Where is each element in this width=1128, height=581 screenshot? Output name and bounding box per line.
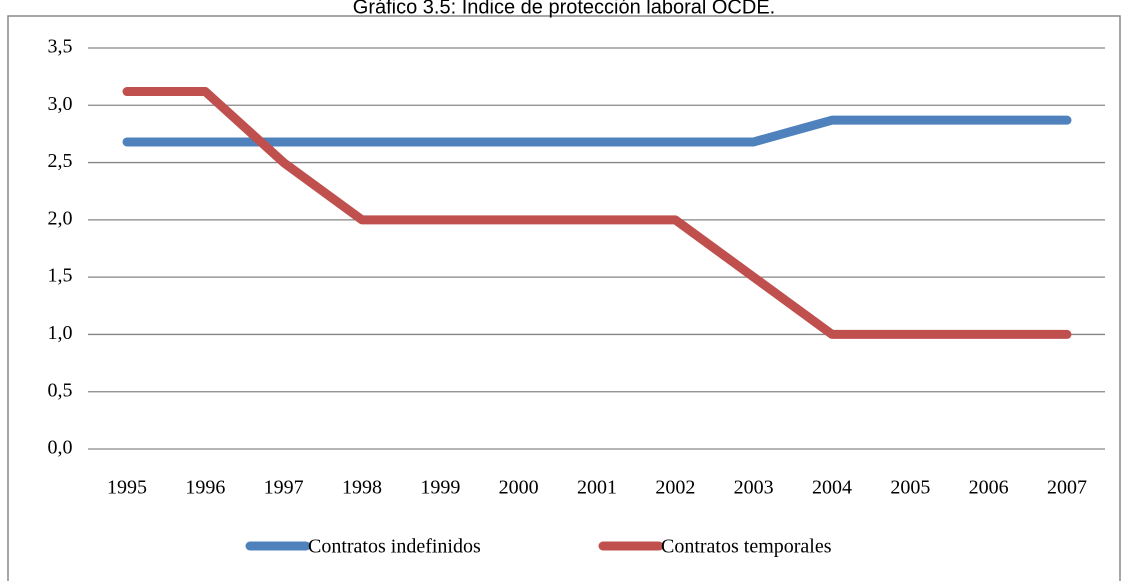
x-tick-label: 2006: [969, 477, 1009, 499]
x-tick-label: 1996: [185, 477, 225, 499]
series-line: [122, 87, 1072, 339]
x-tick-label: 1995: [107, 477, 147, 499]
series-line: [122, 115, 1072, 147]
chart-title: Gráfico 3.5: Índice de protección labora…: [353, 0, 775, 18]
y-tick-label: 1,0: [48, 322, 73, 344]
x-tick-label: 2002: [655, 477, 695, 499]
y-tick-label: 1,5: [48, 265, 73, 287]
legend-label: Contratos temporales: [661, 536, 832, 558]
x-tick-label: 1999: [420, 477, 460, 499]
legend-label: Contratos indefinidos: [308, 536, 481, 558]
y-tick-label: 3,0: [48, 93, 73, 115]
x-tick-label: 2001: [577, 477, 617, 499]
y-tick-label: 3,5: [48, 36, 73, 58]
y-tick-label: 0,5: [48, 379, 73, 401]
x-tick-label: 2007: [1047, 477, 1087, 499]
x-tick-label: 2005: [890, 477, 930, 499]
x-tick-label: 1998: [342, 477, 382, 499]
x-tick-label: 2004: [812, 477, 852, 499]
x-tick-label: 1997: [264, 477, 304, 499]
chart-frame: [7, 15, 1121, 581]
y-tick-label: 2,5: [48, 150, 73, 172]
x-tick-label: 2000: [499, 477, 539, 499]
x-tick-label: 2003: [734, 477, 774, 499]
y-tick-label: 0,0: [48, 437, 73, 459]
y-tick-label: 2,0: [48, 207, 73, 229]
